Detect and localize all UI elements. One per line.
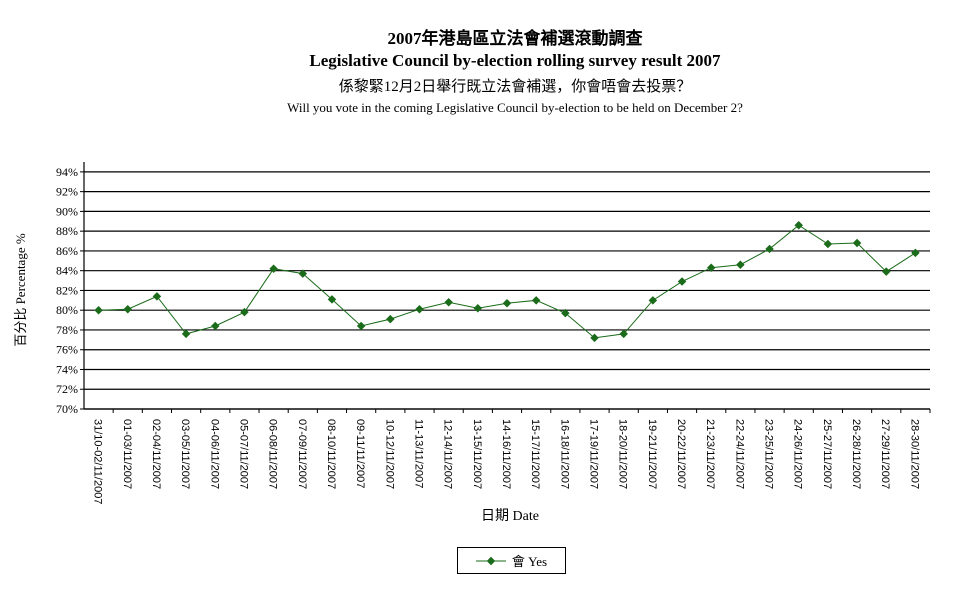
data-point (211, 321, 220, 331)
y-tick-label: 94% (56, 165, 78, 179)
data-point (123, 304, 133, 314)
x-tick-label: 22-24/11/2007 (733, 419, 745, 489)
x-tick-label: 26-28/11/2007 (850, 419, 862, 489)
x-tick-label: 15-17/11/2007 (529, 419, 541, 489)
legend-marker-icon (475, 556, 506, 565)
y-tick-label: 72% (56, 382, 78, 396)
y-tick-label: 82% (56, 283, 78, 297)
data-point (706, 263, 716, 272)
x-tick-label: 18-20/11/2007 (617, 419, 629, 489)
data-point (619, 329, 628, 339)
data-point (561, 308, 570, 318)
x-tick-label: 07-09/11/2007 (296, 419, 308, 489)
y-tick-label: 76% (56, 343, 78, 357)
data-point (473, 303, 483, 313)
x-tick-label: 19-21/11/2007 (646, 419, 658, 489)
data-point (386, 314, 395, 324)
y-axis-label: 百分比 Percentage % (13, 233, 28, 347)
chart-title: 2007年港島區立法會補選滾動調查 (387, 29, 643, 48)
x-tick-label: 03-05/11/2007 (179, 419, 191, 489)
x-tick-label: 31/10-02/11/2007 (92, 419, 104, 504)
data-point (181, 329, 191, 339)
x-tick-label: 12-14/11/2007 (442, 419, 454, 489)
data-point (736, 260, 745, 269)
x-tick-label: 06-08/11/2007 (267, 419, 279, 489)
x-axis-label: 日期 Date (481, 508, 539, 524)
x-tick-label: 20-22/11/2007 (675, 419, 687, 489)
y-tick-label: 80% (56, 303, 78, 317)
data-point (356, 321, 366, 331)
data-point (298, 269, 308, 278)
series-line (98, 224, 916, 339)
y-tick-label: 70% (56, 402, 78, 416)
data-point (269, 264, 278, 273)
data-point (444, 298, 453, 307)
y-tick-label: 90% (56, 204, 78, 218)
data-point (240, 307, 249, 317)
data-point (590, 333, 599, 343)
x-tick-label: 08-10/11/2007 (325, 419, 337, 489)
y-tick-label: 74% (56, 362, 78, 376)
y-tick-label: 88% (56, 224, 78, 238)
y-tick-label: 86% (56, 244, 78, 258)
data-point (502, 299, 512, 308)
x-tick-label: 25-27/11/2007 (821, 419, 833, 489)
data-point (327, 295, 337, 304)
chart-subtitle: Legislative Council by-election rolling … (309, 51, 721, 70)
data-point (677, 277, 687, 286)
x-tick-label: 24-26/11/2007 (792, 419, 804, 489)
x-tick-label: 28-30/11/2007 (908, 419, 920, 489)
data-point (823, 239, 833, 249)
data-point (415, 304, 424, 314)
x-tick-label: 11-13/11/2007 (412, 419, 424, 488)
x-tick-label: 17-19/11/2007 (588, 419, 600, 489)
data-point (94, 305, 103, 315)
question-chinese: 係黎緊12月2日舉行既立法會補選，你會唔會去投票？ (338, 79, 692, 95)
legend: 會 Yes (457, 547, 566, 574)
data-point (531, 296, 541, 305)
x-tick-label: 13-15/11/2007 (471, 419, 483, 489)
x-tick-label: 01-03/11/2007 (121, 419, 133, 489)
question-english: Will you vote in the coming Legislative … (287, 100, 743, 115)
y-tick-label: 84% (56, 264, 78, 278)
data-point (881, 267, 891, 276)
x-tick-label: 27-29/11/2007 (879, 419, 891, 489)
x-tick-label: 23-25/11/2007 (763, 419, 775, 489)
x-tick-label: 21-23/11/2007 (704, 419, 716, 489)
x-tick-label: 16-18/11/2007 (558, 419, 570, 489)
x-tick-label: 14-16/11/2007 (500, 419, 512, 489)
data-point (152, 292, 162, 301)
legend-label: 會 Yes (511, 554, 548, 569)
data-point (911, 248, 920, 258)
data-point (648, 296, 658, 305)
y-tick-label: 92% (56, 185, 78, 199)
x-tick-label: 04-06/11/2007 (208, 419, 220, 489)
x-tick-label: 10-12/11/2007 (383, 419, 395, 489)
y-tick-label: 78% (56, 323, 78, 337)
x-tick-label: 02-04/11/2007 (150, 419, 162, 489)
x-tick-label: 05-07/11/2007 (237, 419, 249, 489)
x-tick-label: 09-11/11/2007 (354, 419, 366, 488)
